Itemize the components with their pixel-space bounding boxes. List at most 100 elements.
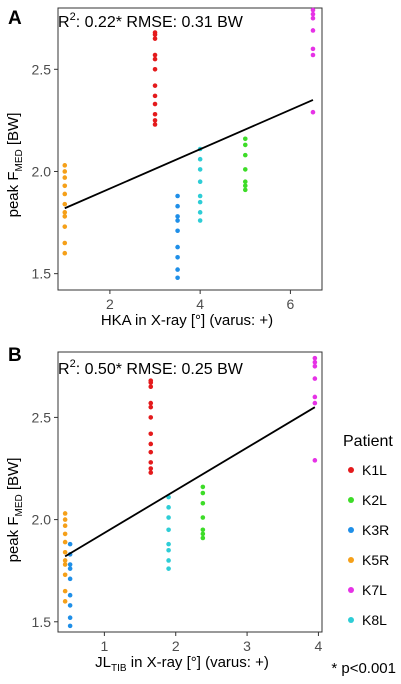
data-point-K2L — [242, 179, 248, 184]
x-tick-label: 2 — [106, 296, 114, 312]
x-tick-label: 2 — [172, 638, 180, 654]
data-point-K7L — [310, 109, 316, 115]
data-point-K8L — [166, 566, 171, 571]
data-point-K5R — [62, 183, 68, 189]
data-point-K1L — [148, 378, 154, 383]
legend-swatch-K1L — [348, 467, 354, 473]
data-point-K8L — [166, 547, 171, 553]
panel-a-ylabel-main: peak F — [5, 172, 22, 218]
data-point-K5R — [62, 539, 68, 545]
data-point-K5R — [62, 250, 68, 256]
data-point-K3R — [67, 603, 73, 608]
data-point-K8L — [197, 210, 203, 215]
data-point-K2L — [200, 484, 206, 490]
data-point-K7L — [310, 15, 316, 21]
data-point-K3R — [175, 244, 180, 250]
data-point-K1L — [148, 384, 154, 390]
panel-b-ylabel-tail: [BW] — [5, 458, 22, 495]
panel-a-annotation-text: : 0.22* RMSE: 0.31 BW — [76, 14, 244, 31]
data-point-K3R — [175, 203, 180, 209]
panel-b-annotation-text: : 0.50* RMSE: 0.25 BW — [76, 361, 244, 378]
data-point-K5R — [62, 588, 68, 594]
panel-a-ylabel-sub: MED — [14, 149, 25, 171]
data-point-K3R — [67, 562, 73, 567]
panel-a-label: A — [8, 8, 22, 29]
data-point-K3R — [175, 228, 180, 234]
legend-label-K7L: K7L — [362, 582, 387, 598]
footnote: * p<0.001 — [331, 660, 396, 677]
panel-b-label: B — [8, 345, 22, 366]
data-point-K1L — [148, 441, 154, 447]
panel-b-annotation: R2: 0.50* RMSE: 0.25 BW — [58, 358, 244, 378]
data-point-K8L — [197, 199, 203, 205]
data-point-K7L — [312, 400, 318, 406]
data-point-K7L — [312, 458, 318, 463]
data-point-K5R — [62, 201, 68, 207]
panel-a-frame — [57, 7, 323, 291]
panel-b-xlabel-tail: in X-ray [°] (varus: +) — [127, 654, 269, 671]
data-point-K7L — [310, 46, 316, 52]
data-point-K3R — [175, 214, 180, 219]
data-point-K2L — [242, 142, 248, 148]
data-point-K2L — [200, 500, 206, 506]
data-point-K1L — [152, 56, 158, 62]
data-point-K1L — [152, 101, 158, 107]
y-tick-label: 2.5 — [32, 409, 52, 425]
data-point-K3R — [67, 566, 73, 571]
data-point-K1L — [152, 52, 158, 58]
panel-a-annotation-exp: 2 — [70, 11, 76, 23]
y-tick-label: 2.0 — [32, 163, 52, 179]
data-point-K5R — [62, 210, 68, 215]
data-point-K1L — [152, 111, 158, 117]
y-tick-label: 1.5 — [32, 266, 52, 282]
panel-b-ylabel-main: peak F — [5, 517, 22, 563]
data-point-K2L — [200, 535, 206, 541]
data-point-K2L — [242, 187, 248, 193]
x-tick-label: 1 — [100, 638, 108, 654]
data-point-K5R — [62, 175, 68, 180]
data-point-K2L — [242, 136, 248, 142]
panel-b-xlabel-main: JL — [95, 654, 111, 671]
data-point-K1L — [152, 36, 158, 41]
data-point-K5R — [62, 163, 68, 168]
data-point-K2L — [242, 152, 248, 158]
regression-line — [64, 406, 316, 558]
panel-a-annotation-r: R — [58, 14, 70, 31]
data-point-K2L — [200, 515, 206, 520]
data-point-K5R — [62, 517, 68, 522]
data-point-K1L — [152, 83, 158, 88]
data-point-K2L — [242, 183, 248, 189]
data-point-K8L — [197, 167, 203, 172]
panel-b: B R2: 0.50* RMSE: 0.25 BW peak FMED [BW]… — [5, 345, 323, 674]
data-point-K5R — [62, 549, 68, 555]
legend-label-K2L: K2L — [362, 492, 387, 508]
data-point-K5R — [62, 240, 68, 246]
data-point-K5R — [62, 523, 68, 529]
data-point-K3R — [67, 615, 73, 620]
panel-b-axes: 1.5 2.0 2.5 1 2 3 4 — [32, 351, 323, 654]
panel-b-annotation-r: R — [58, 361, 70, 378]
panel-b-plot-area — [62, 355, 318, 629]
data-point-K7L — [310, 7, 316, 13]
data-point-K7L — [312, 376, 318, 381]
panel-b-xlabel: JLTIB in X-ray [°] (varus: +) — [95, 654, 269, 674]
data-point-K3R — [67, 592, 73, 598]
data-point-K1L — [148, 431, 154, 437]
data-point-K7L — [310, 11, 316, 17]
data-point-K5R — [62, 214, 68, 219]
data-point-K1L — [148, 415, 154, 420]
data-point-K1L — [148, 470, 154, 475]
data-point-K7L — [310, 28, 316, 33]
data-point-K1L — [152, 30, 158, 35]
legend-label-K1L: K1L — [362, 462, 387, 478]
data-point-K8L — [166, 558, 171, 563]
data-point-K5R — [62, 531, 68, 537]
legend: Patient K1L K2L K3R K5R K7L K8L — [343, 433, 393, 628]
x-tick-label: 3 — [243, 638, 251, 654]
y-tick-label: 1.5 — [32, 614, 52, 630]
x-tick-label: 6 — [287, 296, 295, 312]
data-point-K2L — [200, 531, 206, 537]
data-point-K3R — [175, 193, 180, 199]
data-point-K1L — [148, 460, 154, 465]
